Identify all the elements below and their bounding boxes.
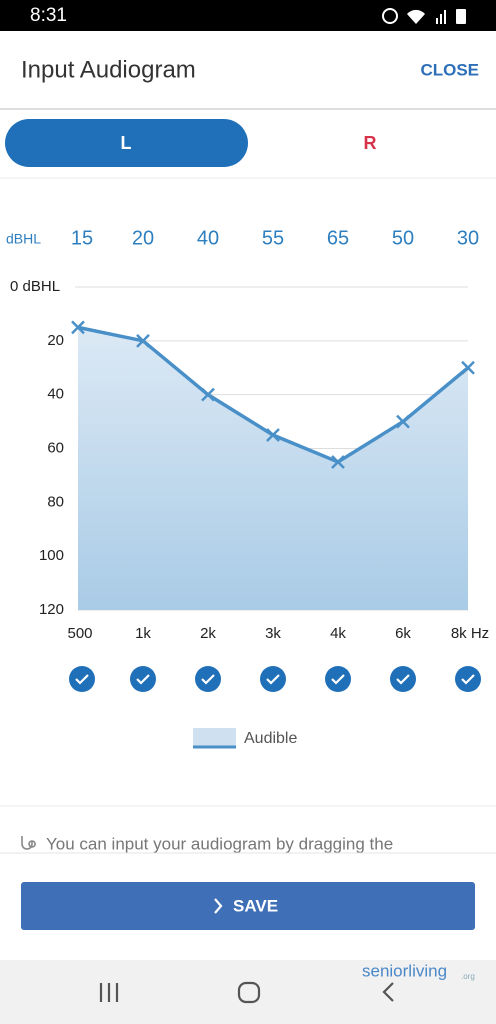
check-icon: [201, 674, 215, 685]
value-row-item[interactable]: 20: [132, 227, 154, 249]
frequency-toggle[interactable]: [130, 666, 156, 692]
check-icon: [266, 674, 280, 685]
tab-right[interactable]: R: [364, 133, 377, 153]
check-icon: [396, 674, 410, 685]
toggle-circle[interactable]: [69, 666, 95, 692]
point-marker: [331, 455, 345, 469]
x-tick-label: 4k: [330, 625, 346, 642]
nav-recent[interactable]: [99, 983, 119, 1002]
toggle-circle[interactable]: [130, 666, 156, 692]
hint-icon: [21, 836, 36, 850]
nav-home[interactable]: [237, 981, 261, 1004]
close-button[interactable]: CLOSE: [420, 60, 479, 79]
x-tick-label: 500: [67, 625, 92, 642]
watermark-suffix: .org: [461, 972, 475, 981]
legend-label: Audible: [244, 730, 297, 747]
point-marker: [461, 360, 475, 375]
app-bar: [0, 31, 496, 109]
check-icon: [75, 674, 89, 685]
x-tick-label: 6k: [395, 625, 411, 642]
status-icons: [382, 8, 466, 24]
point-marker: [136, 333, 150, 348]
toggle-circle[interactable]: [260, 666, 286, 692]
x-tick-label: 8k Hz: [451, 625, 489, 642]
toggle-circle[interactable]: [195, 666, 221, 692]
check-icon: [461, 674, 475, 685]
save-chevron: [214, 898, 223, 914]
frequency-toggle[interactable]: [390, 666, 416, 692]
value-row-item[interactable]: 50: [392, 227, 414, 249]
value-row-item[interactable]: 55: [262, 227, 284, 249]
value-row-item[interactable]: 30: [457, 227, 479, 249]
tab-left-bg[interactable]: [5, 119, 248, 167]
save-button[interactable]: [21, 882, 475, 930]
value-row-label: dBHL: [6, 231, 41, 247]
legend-swatch: [193, 728, 236, 748]
frequency-toggle[interactable]: [260, 666, 286, 692]
toggle-circle[interactable]: [455, 666, 481, 692]
check-icon: [136, 674, 150, 685]
page-title: Input Audiogram: [21, 56, 196, 83]
y-tick-label: 0 dBHL: [10, 278, 60, 295]
nav-bar: [0, 960, 496, 1024]
y-tick-label: 20: [47, 332, 64, 349]
point-marker: [71, 320, 85, 335]
audiogram: 0 dBHL 20 40 60 80 100 120 15 20 40 55 65 50 30 Audibl…: [10, 227, 489, 749]
toggle-circle[interactable]: [390, 666, 416, 692]
x-tick-label: 2k: [200, 625, 216, 642]
point-marker: [201, 387, 215, 402]
frequency-toggle[interactable]: [325, 666, 351, 692]
check-icon: [331, 674, 345, 685]
clock: 8:31: [30, 5, 67, 26]
hint-text: You can input your audiogram by dragging…: [46, 834, 393, 853]
frequency-toggle[interactable]: [195, 666, 221, 692]
point-marker: [396, 414, 410, 429]
point-marker: [266, 428, 280, 442]
save-label[interactable]: SAVE: [233, 896, 278, 915]
value-row-item[interactable]: 40: [197, 227, 219, 249]
y-tick-label: 60: [47, 439, 64, 456]
nav-back[interactable]: [382, 982, 394, 1002]
tab-left[interactable]: L: [121, 133, 132, 153]
y-tick-label: 40: [47, 386, 64, 403]
audible-area: [78, 327, 468, 610]
value-row-item[interactable]: 65: [327, 227, 349, 249]
watermark: seniorliving: [362, 961, 447, 980]
frequency-toggle[interactable]: [455, 666, 481, 692]
y-tick-label: 100: [39, 547, 64, 564]
toggle-circle[interactable]: [325, 666, 351, 692]
y-tick-label: 120: [39, 601, 64, 618]
x-tick-label: 3k: [265, 625, 281, 642]
x-tick-label: 1k: [135, 625, 151, 642]
frequency-toggle[interactable]: [69, 666, 95, 692]
y-tick-label: 80: [47, 493, 64, 510]
value-row-item[interactable]: 15: [71, 227, 93, 249]
